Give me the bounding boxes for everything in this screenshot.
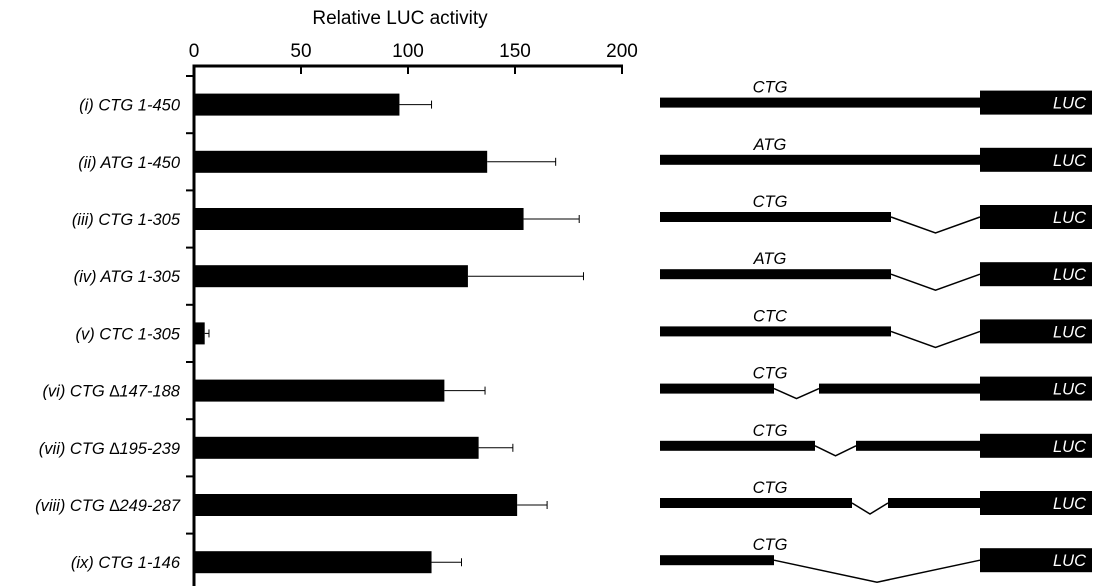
construct-row: LUC ATG xyxy=(660,250,1092,291)
start-codon-label: CTG xyxy=(753,422,788,440)
construct-row: LUC CTG xyxy=(660,479,1092,515)
luc-box xyxy=(980,205,1092,229)
construct-segment xyxy=(660,326,891,337)
construct-row: LUC CTG xyxy=(660,422,1092,458)
luc-label: LUC xyxy=(1053,152,1086,170)
bar xyxy=(194,322,205,345)
bar xyxy=(194,93,400,116)
construct-segment xyxy=(660,440,815,451)
luc-box xyxy=(980,548,1092,573)
start-codon-label: ATG xyxy=(753,250,787,268)
y-axis xyxy=(186,64,196,586)
construct-line xyxy=(660,154,980,165)
luc-box xyxy=(980,262,1092,287)
start-codon-label: CTG xyxy=(753,536,788,554)
luc-label: LUC xyxy=(1053,381,1086,399)
deletion-junction xyxy=(773,387,820,400)
construct-line xyxy=(660,97,980,108)
deletion-junction xyxy=(890,330,981,349)
x-tick-label: 200 xyxy=(606,41,638,62)
x-axis: 0 50 100 150 200 xyxy=(189,41,638,74)
deletion-junction xyxy=(814,445,857,457)
row-label: (ii) ATG 1-450 xyxy=(78,154,181,172)
start-codon-label: CTG xyxy=(753,193,788,211)
construct-segment xyxy=(856,440,980,451)
construct-segment xyxy=(819,383,980,394)
luc-label: LUC xyxy=(1053,438,1086,456)
luc-box xyxy=(980,147,1092,172)
construct-segment xyxy=(660,555,774,566)
deletion-junction xyxy=(890,273,981,291)
x-tick-label: 50 xyxy=(290,41,311,62)
construct-row: LUC CTG xyxy=(660,365,1092,401)
luc-box xyxy=(980,376,1092,401)
luc-box xyxy=(980,491,1092,515)
row-label: (iv) ATG 1-305 xyxy=(74,268,181,286)
row-label: (vii) CTG ∆195-239 xyxy=(39,440,180,458)
row-label: (iii) CTG 1-305 xyxy=(72,211,181,229)
construct-row: LUC CTG xyxy=(660,193,1092,234)
construct-segment xyxy=(660,212,891,222)
luc-label: LUC xyxy=(1053,266,1086,284)
row-labels: (i) CTG 1-450 (ii) ATG 1-450 (iii) CTG 1-3… xyxy=(35,97,181,573)
luc-label: LUC xyxy=(1053,552,1086,570)
bar xyxy=(194,379,445,402)
luc-box xyxy=(980,90,1092,115)
start-codon-label: CTG xyxy=(753,365,788,383)
bar xyxy=(194,436,479,459)
construct-row: LUC CTC xyxy=(660,307,1092,349)
luc-box xyxy=(980,433,1092,458)
x-tick-label: 0 xyxy=(189,41,200,62)
start-codon-label: CTC xyxy=(753,307,787,325)
bars xyxy=(194,93,584,574)
construct-row: LUC CTG xyxy=(660,79,1092,115)
bar-chart: Relative LUC activity 0 50 100 150 200 (i) C… xyxy=(35,8,638,586)
x-tick-label: 150 xyxy=(499,41,531,62)
row-label: (viii) CTG ∆249-287 xyxy=(35,497,181,515)
row-label: (v) CTC 1-305 xyxy=(75,325,180,343)
x-tick-label: 100 xyxy=(392,41,424,62)
chart-title: Relative LUC activity xyxy=(312,8,488,29)
bar xyxy=(194,208,524,230)
construct-row: LUC CTG xyxy=(660,536,1092,583)
construct-row: LUC ATG xyxy=(660,136,1092,172)
deletion-junction xyxy=(890,216,981,234)
construct-segment xyxy=(660,383,774,394)
start-codon-label: CTG xyxy=(753,479,788,497)
luc-label: LUC xyxy=(1053,209,1086,227)
construct-segment xyxy=(888,498,980,508)
deletion-junction xyxy=(773,559,981,583)
start-codon-label: ATG xyxy=(753,136,787,154)
row-label: (i) CTG 1-450 xyxy=(79,97,181,115)
luc-label: LUC xyxy=(1053,95,1086,113)
bar xyxy=(194,265,468,288)
bar xyxy=(194,494,518,516)
luc-box xyxy=(980,319,1092,344)
deletion-junction xyxy=(851,502,889,515)
bar xyxy=(194,551,432,574)
construct-segment xyxy=(660,269,891,280)
row-label: (vi) CTG ∆147-188 xyxy=(42,383,180,401)
luc-label: LUC xyxy=(1053,495,1086,513)
bar xyxy=(194,150,488,173)
start-codon-label: CTG xyxy=(753,79,788,97)
luc-label: LUC xyxy=(1053,323,1086,341)
row-label: (ix) CTG 1-146 xyxy=(71,554,181,572)
construct-diagram: LUC CTG LUC ATG LUC CTG LUC ATG LUC CTC LUC CTG LUC C… xyxy=(660,79,1092,583)
construct-segment xyxy=(660,498,852,508)
